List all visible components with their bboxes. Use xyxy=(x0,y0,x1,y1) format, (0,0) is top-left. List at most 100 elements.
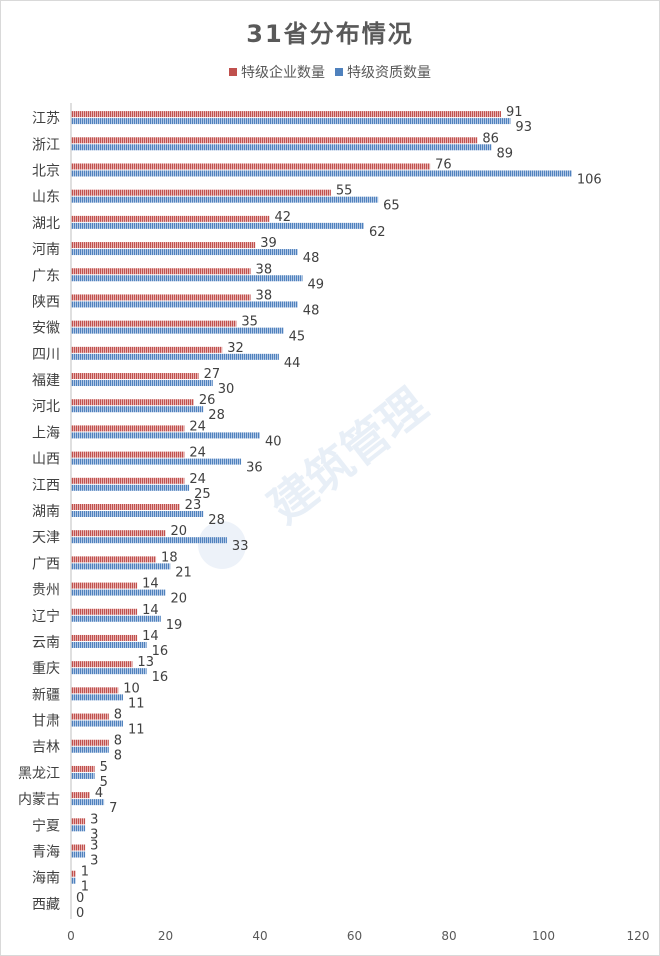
data-label: 76 xyxy=(435,157,452,172)
category-label: 山西 xyxy=(32,452,60,468)
bar-enterprise xyxy=(71,713,109,720)
bar-enterprise xyxy=(71,530,166,537)
bar-qualification xyxy=(71,851,86,858)
bar-enterprise xyxy=(71,111,501,118)
data-label: 8 xyxy=(114,708,122,723)
data-label: 39 xyxy=(260,236,277,251)
category-label: 新疆 xyxy=(32,687,60,703)
category-label: 北京 xyxy=(32,163,60,179)
bar-qualification xyxy=(71,799,105,806)
category-label: 陕西 xyxy=(32,294,60,310)
bar-enterprise xyxy=(71,661,133,668)
x-tick-label: 20 xyxy=(158,929,173,943)
bar-qualification xyxy=(71,353,279,360)
data-label: 30 xyxy=(218,382,235,397)
legend-swatch xyxy=(229,68,237,76)
category-label: 宁夏 xyxy=(32,817,60,834)
data-label: 3 xyxy=(90,812,98,827)
legend: 特级企业数量 特级资质数量 xyxy=(0,62,660,82)
category-label: 海南 xyxy=(32,871,60,887)
data-label: 40 xyxy=(265,434,282,449)
data-label: 93 xyxy=(515,120,532,135)
category-label: 河南 xyxy=(32,242,60,258)
data-label: 4 xyxy=(95,786,103,801)
data-label: 89 xyxy=(497,146,514,161)
data-label: 19 xyxy=(166,618,183,633)
data-label: 20 xyxy=(171,592,188,607)
bar-enterprise xyxy=(71,268,251,275)
data-label: 14 xyxy=(142,577,159,592)
category-label: 广东 xyxy=(32,268,60,284)
data-label: 38 xyxy=(256,288,273,303)
bar-qualification xyxy=(71,170,572,177)
data-label: 3 xyxy=(90,827,98,842)
category-label: 西藏 xyxy=(32,897,60,913)
chart-title: 31省分布情况 xyxy=(246,20,414,48)
data-label: 55 xyxy=(336,184,353,199)
category-label: 河北 xyxy=(32,399,60,415)
bar-enterprise xyxy=(71,870,76,877)
x-tick-label: 0 xyxy=(67,929,75,943)
data-label: 42 xyxy=(274,210,291,225)
data-label: 25 xyxy=(194,487,211,502)
bar-enterprise xyxy=(71,294,251,301)
data-label: 7 xyxy=(109,801,117,816)
category-label: 重庆 xyxy=(32,661,60,677)
data-label: 13 xyxy=(137,655,154,670)
data-label: 36 xyxy=(246,461,263,476)
bar-qualification xyxy=(71,563,171,570)
bar-qualification xyxy=(71,537,227,544)
data-label: 3 xyxy=(90,839,98,854)
bar-enterprise xyxy=(71,163,431,170)
data-label: 24 xyxy=(189,419,206,434)
data-label: 48 xyxy=(303,251,320,266)
category-label: 福建 xyxy=(32,373,60,389)
category-label: 甘肃 xyxy=(32,714,60,730)
bar-enterprise xyxy=(71,582,138,589)
data-label: 86 xyxy=(482,131,499,146)
bar-enterprise xyxy=(71,739,109,746)
data-label: 11 xyxy=(128,723,145,738)
bar-qualification xyxy=(71,720,123,727)
watermark: 建筑管理 xyxy=(259,378,437,534)
bar-enterprise xyxy=(71,844,86,851)
legend-swatch xyxy=(335,68,343,76)
bar-enterprise xyxy=(71,399,194,406)
bar-enterprise xyxy=(71,687,119,694)
bar-qualification xyxy=(71,144,492,151)
data-label: 28 xyxy=(208,513,225,528)
bar-qualification xyxy=(71,668,147,675)
category-label: 广西 xyxy=(32,556,60,572)
data-label: 26 xyxy=(199,393,216,408)
data-label: 106 xyxy=(577,172,602,187)
data-label: 20 xyxy=(171,524,188,539)
bar-qualification xyxy=(71,825,86,832)
category-label: 江苏 xyxy=(32,111,60,127)
bar-enterprise xyxy=(71,792,90,799)
category-label: 浙江 xyxy=(32,137,60,153)
data-label: 8 xyxy=(114,734,122,749)
data-label: 1 xyxy=(81,865,89,880)
data-label: 14 xyxy=(142,603,159,618)
bar-enterprise xyxy=(71,215,270,222)
data-label: 18 xyxy=(161,550,178,565)
bar-enterprise xyxy=(71,137,478,144)
data-label: 0 xyxy=(76,906,84,921)
category-label: 黑龙江 xyxy=(18,766,60,782)
bar-qualification xyxy=(71,222,364,229)
bar-enterprise xyxy=(71,451,185,458)
category-label: 天津 xyxy=(32,530,60,546)
x-tick-label: 40 xyxy=(252,929,267,943)
bar-qualification xyxy=(71,249,298,256)
data-label: 5 xyxy=(100,760,108,775)
legend-item: 特级企业数量 xyxy=(229,62,325,82)
data-label: 62 xyxy=(369,225,386,240)
bar-enterprise xyxy=(71,242,256,249)
data-label: 21 xyxy=(175,565,192,580)
x-tick-label: 100 xyxy=(532,929,555,943)
data-label: 33 xyxy=(232,539,249,554)
category-label: 湖北 xyxy=(32,216,60,232)
data-label: 65 xyxy=(383,199,400,214)
data-label: 35 xyxy=(241,315,258,330)
